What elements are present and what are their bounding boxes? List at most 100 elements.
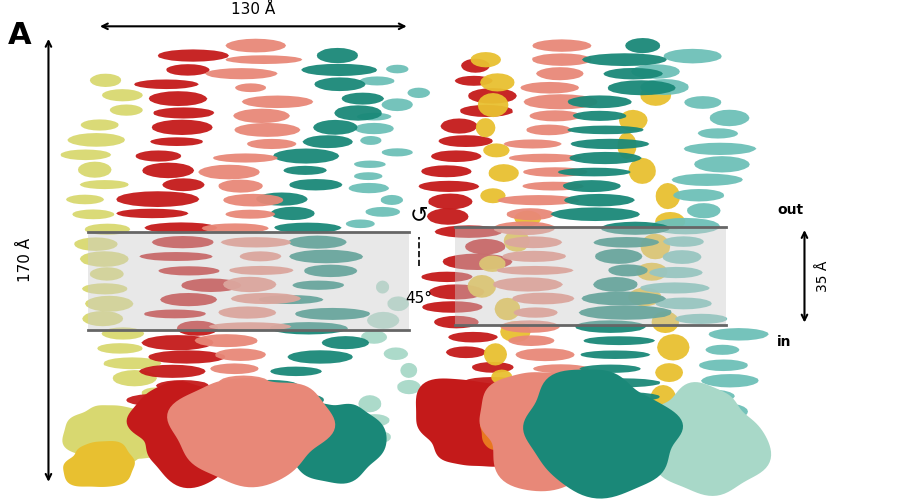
Polygon shape <box>428 284 484 300</box>
Polygon shape <box>491 370 512 384</box>
Polygon shape <box>381 98 413 111</box>
Polygon shape <box>354 123 393 134</box>
Polygon shape <box>269 322 347 334</box>
Polygon shape <box>550 208 640 221</box>
Polygon shape <box>289 179 342 190</box>
Polygon shape <box>477 93 508 117</box>
Polygon shape <box>641 382 770 496</box>
Polygon shape <box>698 360 747 371</box>
Polygon shape <box>640 85 671 106</box>
Polygon shape <box>471 362 513 372</box>
Polygon shape <box>479 372 614 491</box>
Polygon shape <box>480 188 505 204</box>
Polygon shape <box>155 380 209 392</box>
Polygon shape <box>210 364 258 374</box>
Polygon shape <box>482 144 509 158</box>
Polygon shape <box>346 220 374 228</box>
Polygon shape <box>243 380 299 392</box>
Polygon shape <box>705 344 739 355</box>
Polygon shape <box>618 110 647 131</box>
Polygon shape <box>341 92 384 104</box>
Polygon shape <box>475 118 494 138</box>
Polygon shape <box>483 343 506 365</box>
Polygon shape <box>80 180 129 189</box>
Polygon shape <box>512 292 573 304</box>
Polygon shape <box>479 256 505 272</box>
Polygon shape <box>295 308 369 320</box>
Polygon shape <box>522 182 584 190</box>
Polygon shape <box>583 336 654 345</box>
Polygon shape <box>442 254 512 270</box>
Polygon shape <box>158 266 220 276</box>
Polygon shape <box>225 210 275 218</box>
Polygon shape <box>198 164 259 180</box>
Polygon shape <box>142 162 194 178</box>
Polygon shape <box>239 252 281 262</box>
Polygon shape <box>163 436 221 450</box>
Polygon shape <box>255 192 308 205</box>
Polygon shape <box>157 50 229 62</box>
Polygon shape <box>563 194 634 206</box>
Polygon shape <box>582 54 666 66</box>
Polygon shape <box>283 410 317 419</box>
Polygon shape <box>654 212 685 231</box>
Polygon shape <box>376 280 389 293</box>
Polygon shape <box>528 110 581 122</box>
Text: A: A <box>8 22 31 50</box>
Polygon shape <box>460 58 489 73</box>
Polygon shape <box>407 88 429 98</box>
Polygon shape <box>437 135 493 147</box>
Polygon shape <box>470 52 501 68</box>
Polygon shape <box>580 350 650 359</box>
Polygon shape <box>82 283 127 294</box>
Polygon shape <box>663 236 703 247</box>
Polygon shape <box>357 113 391 120</box>
Text: 35 Å: 35 Å <box>814 260 829 292</box>
Polygon shape <box>570 139 649 149</box>
Polygon shape <box>258 295 323 304</box>
Polygon shape <box>148 350 225 364</box>
Polygon shape <box>448 332 497 342</box>
Polygon shape <box>655 183 679 209</box>
Polygon shape <box>205 68 278 80</box>
Polygon shape <box>493 278 562 291</box>
Polygon shape <box>112 370 157 386</box>
Polygon shape <box>207 406 274 416</box>
Polygon shape <box>139 402 186 413</box>
Polygon shape <box>421 272 472 282</box>
Polygon shape <box>181 278 241 292</box>
Polygon shape <box>447 404 510 421</box>
Polygon shape <box>78 162 111 178</box>
Polygon shape <box>663 49 721 64</box>
Polygon shape <box>264 424 325 434</box>
Polygon shape <box>674 418 722 436</box>
Polygon shape <box>215 348 266 361</box>
Polygon shape <box>569 152 641 164</box>
Bar <box>88 232 409 330</box>
Polygon shape <box>218 306 276 318</box>
Polygon shape <box>433 437 480 448</box>
Polygon shape <box>135 150 181 162</box>
Polygon shape <box>603 68 663 80</box>
Polygon shape <box>212 154 278 162</box>
Polygon shape <box>506 208 554 220</box>
Polygon shape <box>359 414 389 426</box>
Polygon shape <box>625 38 660 53</box>
Polygon shape <box>397 380 420 394</box>
Polygon shape <box>635 262 667 281</box>
Polygon shape <box>144 310 206 318</box>
Polygon shape <box>468 88 516 104</box>
Polygon shape <box>142 388 168 398</box>
Polygon shape <box>218 376 269 390</box>
Polygon shape <box>90 267 124 280</box>
Polygon shape <box>314 78 365 91</box>
Polygon shape <box>430 150 482 162</box>
Polygon shape <box>523 94 597 110</box>
Polygon shape <box>233 108 289 123</box>
Polygon shape <box>61 150 111 160</box>
Polygon shape <box>97 343 142 353</box>
Polygon shape <box>673 189 723 202</box>
Polygon shape <box>599 222 669 235</box>
Polygon shape <box>640 282 709 294</box>
Polygon shape <box>521 448 586 458</box>
